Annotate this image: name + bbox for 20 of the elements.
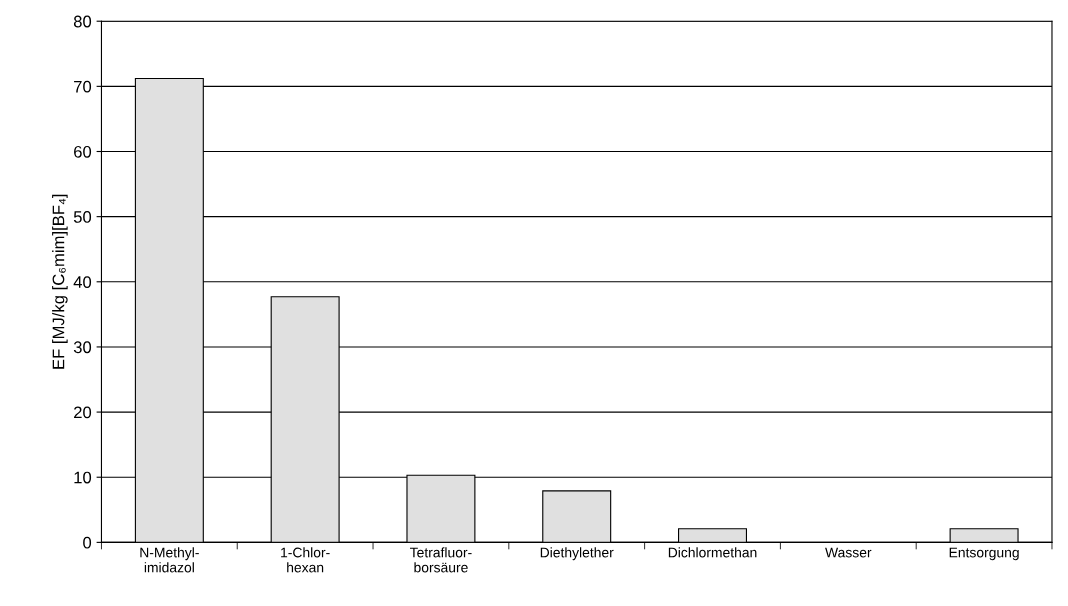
x-tick-label: Entsorgung [949, 547, 1019, 561]
x-tick-label: 1-Chlor- hexan [281, 547, 330, 573]
x-tick-label: Tetrafluor- borsäure [409, 547, 472, 573]
y-tick-label: 20 [74, 406, 92, 419]
x-tick-label: Dichlormethan [668, 547, 757, 558]
bar [949, 528, 1019, 543]
x-tick-label: Diethylether [540, 547, 614, 561]
x-tick-label: N-Methyl- imidazol [140, 547, 199, 573]
y-axis-title: EF [MJ/kg [C₆mim][BF₄] [52, 194, 68, 369]
y-tick-label: 10 [74, 471, 92, 484]
y-tick-label: 40 [73, 276, 92, 288]
y-tick-label: 70 [74, 80, 92, 93]
x-tick-label: Wasser [825, 547, 872, 558]
bar [542, 490, 612, 543]
bar [678, 528, 748, 543]
y-tick-label: 60 [74, 145, 92, 158]
y-tick-label: 0 [83, 536, 92, 549]
y-tick-label: 50 [73, 211, 92, 223]
y-tick-label: 30 [73, 341, 92, 354]
y-tick-label: 80 [73, 15, 92, 28]
